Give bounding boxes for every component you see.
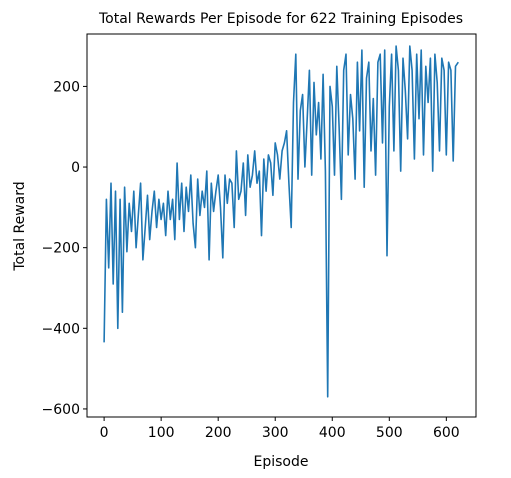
x-tick-label: 400 — [319, 425, 346, 441]
y-tick-label: 200 — [53, 79, 80, 95]
y-tick-label: −400 — [42, 321, 80, 337]
plot-area — [86, 33, 477, 418]
x-tick-label: 500 — [376, 425, 403, 441]
x-tick-label: 200 — [205, 425, 232, 441]
x-tick-label: 600 — [433, 425, 460, 441]
series-layer — [103, 45, 459, 398]
axis-ticks: 0 100 200 300 400 500 600 −600 −400 −200 0 200 — [42, 79, 460, 441]
x-tick-label: 0 — [100, 425, 109, 441]
y-axis-label: Total Reward — [12, 181, 28, 271]
x-tick-label: 100 — [148, 425, 175, 441]
reward-line — [103, 45, 459, 398]
x-tick-label: 300 — [262, 425, 289, 441]
y-tick-label: −600 — [42, 402, 80, 418]
chart-title: Total Rewards Per Episode for 622 Traini… — [98, 11, 463, 27]
y-tick-label: 0 — [71, 160, 80, 176]
y-tick-label: −200 — [42, 241, 80, 257]
x-axis-label: Episode — [254, 454, 309, 470]
